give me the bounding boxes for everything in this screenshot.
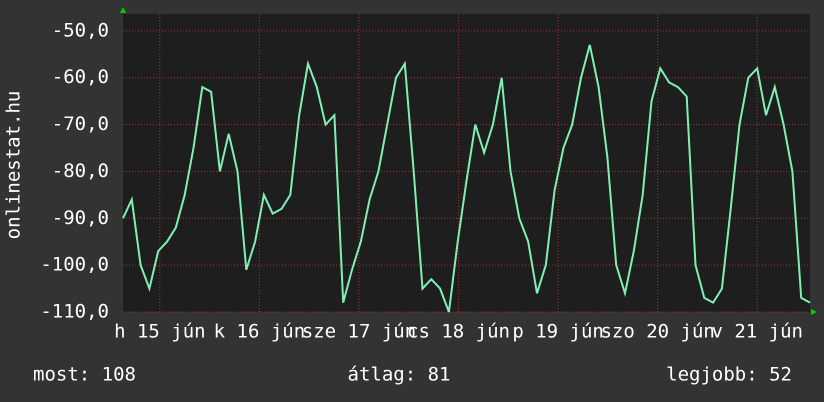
stat-text: most: 108 bbox=[33, 364, 136, 386]
y-tick-label: -90,0 bbox=[52, 207, 109, 229]
plot-area bbox=[123, 14, 810, 312]
y-tick-label: -70,0 bbox=[52, 113, 109, 135]
axis-arrow bbox=[811, 309, 817, 315]
x-tick-label: szo 20 jún bbox=[600, 321, 714, 343]
y-tick-label: -80,0 bbox=[52, 160, 109, 182]
y-axis-label: onlinestat.hu bbox=[3, 91, 25, 240]
x-tick-label: sze 17 jún bbox=[302, 321, 416, 343]
x-tick-label: cs 18 jún bbox=[407, 321, 510, 343]
x-tick-label: k 16 jún bbox=[214, 321, 306, 343]
stat-text: átlag: 81 bbox=[348, 364, 451, 386]
x-tick-label: v 21 jún bbox=[711, 321, 803, 343]
y-tick-label: -100,0 bbox=[40, 254, 109, 276]
x-tick-label: p 19 jún bbox=[512, 321, 604, 343]
axis-arrow bbox=[120, 7, 126, 13]
y-tick-label: -110,0 bbox=[40, 301, 109, 323]
data-line bbox=[122, 44, 811, 313]
y-tick-label: -60,0 bbox=[52, 66, 109, 88]
stat-text: legjobb: 52 bbox=[666, 364, 792, 386]
y-tick-label: -50,0 bbox=[52, 19, 109, 41]
x-tick-label: h 15 jún bbox=[114, 321, 206, 343]
